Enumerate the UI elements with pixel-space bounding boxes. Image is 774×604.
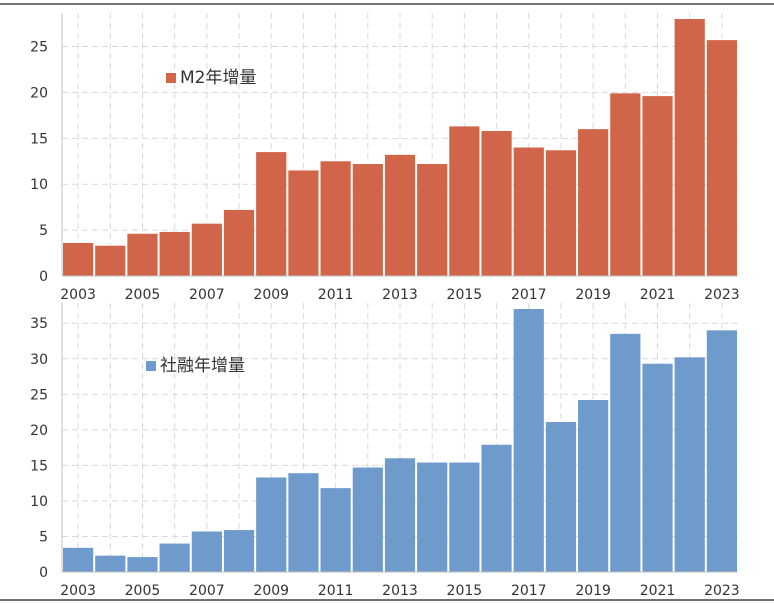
legend-label: 社融年增量 (160, 356, 245, 376)
y-tick-label: 20 (30, 423, 48, 439)
bar (223, 209, 255, 276)
x-tick-label: 2013 (382, 287, 418, 303)
bar (352, 467, 383, 572)
bar (642, 363, 673, 572)
bar (127, 233, 158, 276)
x-tick-label: 2017 (511, 583, 547, 599)
bar (288, 170, 319, 276)
x-tick-label: 2015 (447, 287, 483, 303)
bar (320, 488, 351, 572)
bar (223, 530, 255, 572)
bar (674, 19, 705, 276)
bar (256, 152, 287, 276)
bar (384, 154, 416, 276)
bar (578, 129, 609, 276)
bar (63, 547, 94, 572)
y-tick-label: 5 (39, 223, 48, 239)
bar (384, 458, 416, 572)
y-tick-label: 15 (30, 131, 48, 147)
bar (191, 223, 222, 276)
bar (513, 147, 544, 276)
bar (63, 242, 94, 276)
bar (610, 333, 641, 572)
bar (159, 231, 190, 276)
y-tick-label: 10 (30, 177, 48, 193)
bar (320, 161, 351, 276)
x-tick-label: 2005 (125, 583, 161, 599)
x-tick-label: 2007 (189, 583, 225, 599)
m2-increment-chart: 0 5 10 15 20 25 2003 2005 2007 2009 2011 2013 2015 20… (30, 13, 740, 303)
x-tick-label: 2023 (704, 583, 740, 599)
legend-label: M2年增量 (180, 68, 256, 88)
y-tick-label: 0 (39, 565, 48, 581)
y-tick-label: 30 (30, 352, 48, 368)
legend: 社融年增量 (146, 356, 245, 376)
y-tick-label: 20 (30, 85, 48, 101)
bar (706, 330, 737, 572)
legend-swatch (146, 361, 156, 371)
bar (642, 96, 673, 276)
bar (191, 531, 222, 572)
x-tick-label: 2011 (318, 287, 354, 303)
x-tick-label: 2011 (318, 583, 354, 599)
bar (481, 444, 512, 572)
bar (578, 399, 609, 572)
x-tick-label: 2017 (511, 287, 547, 303)
bar (449, 126, 480, 276)
y-tick-label: 25 (30, 40, 48, 56)
x-tick-label: 2007 (189, 287, 225, 303)
x-tick-label: 2019 (575, 583, 611, 599)
social-financing-increment-chart: 0 5 10 15 20 25 30 35 2003 2005 2007 2009 2011 2013 20… (30, 303, 740, 599)
x-tick-label: 2003 (60, 583, 96, 599)
x-tick-label: 2003 (60, 287, 96, 303)
y-tick-label: 10 (30, 494, 48, 510)
x-tick-label: 2009 (253, 583, 289, 599)
bar (417, 462, 448, 572)
x-tick-label: 2019 (575, 287, 611, 303)
y-tick-label: 0 (39, 269, 48, 285)
y-tick-label: 35 (30, 316, 48, 332)
bar (674, 357, 705, 572)
bar (706, 40, 737, 276)
bar (417, 164, 448, 276)
bar (545, 150, 577, 276)
x-tick-label: 2021 (640, 583, 676, 599)
x-tick-label: 2021 (640, 287, 676, 303)
y-tick-label: 15 (30, 458, 48, 474)
legend: M2年增量 (166, 68, 256, 88)
bar (545, 422, 577, 572)
x-tick-label: 2013 (382, 583, 418, 599)
bar (352, 164, 383, 276)
y-tick-label: 5 (39, 529, 48, 545)
bar (127, 557, 158, 572)
bar (159, 543, 190, 572)
x-tick-label: 2005 (125, 287, 161, 303)
bar (481, 130, 512, 276)
x-tick-label: 2023 (704, 287, 740, 303)
bar (256, 477, 287, 572)
x-tick-label: 2009 (253, 287, 289, 303)
legend-swatch (166, 73, 176, 83)
bar (513, 309, 544, 572)
bar (95, 555, 126, 572)
bar (449, 462, 480, 572)
bar (610, 93, 641, 276)
y-tick-label: 25 (30, 387, 48, 403)
x-tick-label: 2015 (447, 583, 483, 599)
bar (288, 473, 319, 572)
bar (95, 245, 126, 276)
